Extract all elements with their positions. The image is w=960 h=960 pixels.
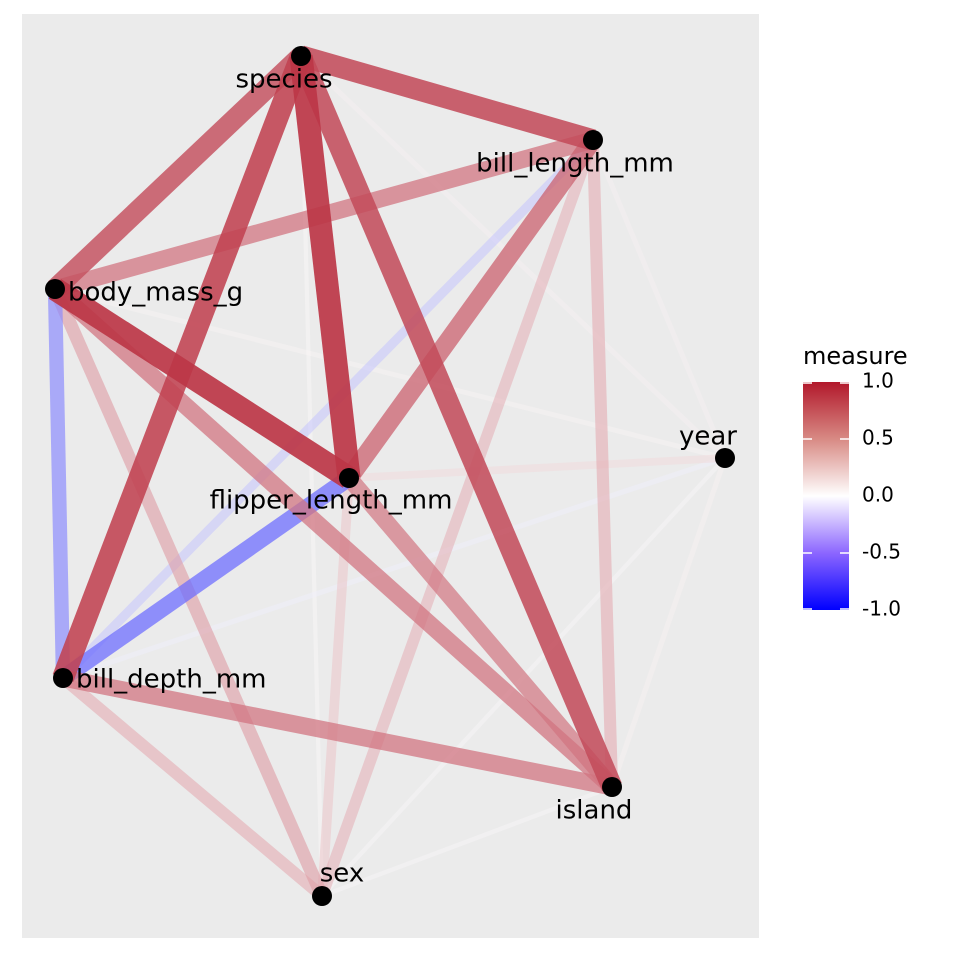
node-layer (45, 46, 735, 906)
node-flipper_length_mm (339, 468, 359, 488)
node-sex (312, 886, 332, 906)
edge-bill_length_mm-island (586, 139, 619, 788)
edge-island-year (609, 457, 728, 788)
node-label-sex: sex (320, 859, 364, 889)
node-label-island: island (556, 796, 633, 826)
edge-flipper_length_mm-year (348, 454, 726, 482)
node-label-bill_depth_mm: bill_depth_mm (76, 665, 267, 695)
legend-tick-label: -0.5 (862, 540, 901, 564)
edge-body_mass_g-bill_depth_mm (47, 288, 71, 679)
edge-layer (47, 45, 728, 901)
edge-species-flipper_length_mm (289, 54, 361, 480)
legend-tick-label: 0.0 (862, 483, 894, 507)
legend: measure 1.0 0.5 0.0 -0.5 -1.0 (803, 342, 908, 621)
node-label-flipper_length_mm: flipper_length_mm (210, 486, 453, 516)
edge-bill_depth_mm-year (62, 455, 726, 681)
node-bill_depth_mm (53, 668, 73, 688)
edge-bill_length_mm-sex (316, 138, 599, 898)
node-label-bill_length_mm: bill_length_mm (476, 149, 674, 179)
edge-species-island (291, 51, 622, 792)
legend-tick-label: 1.0 (862, 369, 894, 393)
node-species (291, 46, 311, 66)
edge-flipper_length_mm-body_mass_g (48, 279, 356, 488)
edge-body_mass_g-year (54, 286, 726, 461)
edge-species-body_mass_g (47, 48, 309, 297)
node-year (715, 448, 735, 468)
node-bill_length_mm (583, 130, 603, 150)
node-label-year: year (679, 422, 737, 452)
edge-bill_length_mm-bill_depth_mm (59, 136, 597, 682)
node-body_mass_g (45, 279, 65, 299)
edge-bill_depth_mm-sex (59, 673, 326, 901)
edge-island-sex (321, 784, 613, 899)
node-island (602, 777, 622, 797)
legend-title: measure (803, 342, 908, 370)
legend-tick-label: 0.5 (862, 426, 894, 450)
edge-bill_length_mm-flipper_length_mm (341, 134, 601, 484)
edge-species-sex (298, 55, 325, 897)
edge-bill_depth_mm-island (61, 669, 614, 796)
node-label-body_mass_g: body_mass_g (68, 278, 243, 308)
edge-bill_length_mm-year (590, 139, 728, 459)
legend-tick-label: -1.0 (862, 597, 901, 621)
edge-flipper_length_mm-island (342, 472, 619, 793)
edge-body_mass_g-island (49, 282, 618, 794)
node-label-species: species (235, 65, 332, 95)
edge-species-bill_length_mm (298, 45, 596, 151)
legend-ticks: 1.0 0.5 0.0 -0.5 -1.0 (803, 369, 901, 621)
